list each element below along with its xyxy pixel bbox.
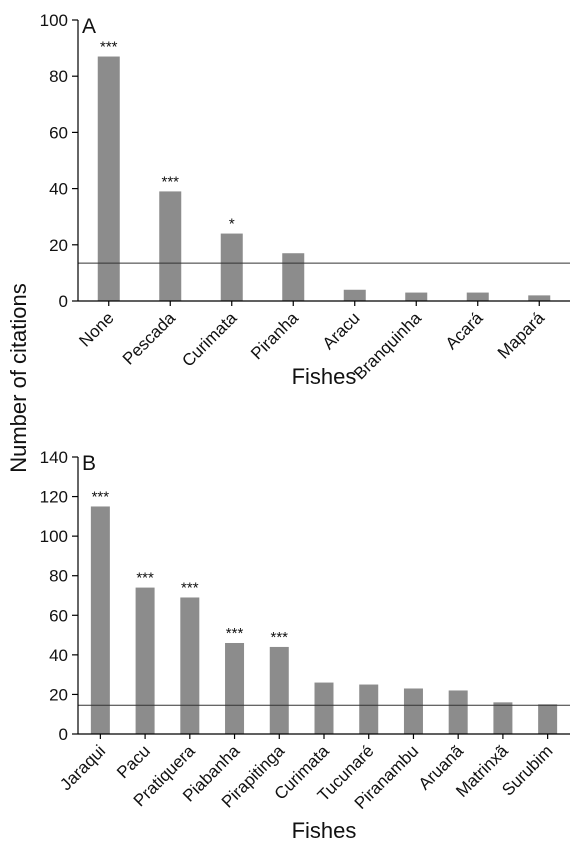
- y-tick-label: 0: [59, 725, 68, 744]
- y-tick-label: 120: [40, 488, 68, 507]
- y-tick-label: 60: [49, 606, 68, 625]
- significance-label: ***: [136, 570, 154, 587]
- significance-label: ***: [92, 488, 110, 505]
- y-tick-label: 100: [40, 11, 68, 30]
- significance-label: ***: [181, 579, 199, 596]
- significance-label: ***: [226, 625, 244, 642]
- bar-tucunaré: [359, 684, 379, 734]
- x-tick-label: Acará: [442, 308, 487, 353]
- bar-curimata: [220, 233, 243, 301]
- bar-none: [97, 56, 120, 301]
- y-tick-label: 0: [59, 292, 68, 311]
- x-tick-label: Branquinha: [350, 308, 425, 383]
- panel-letter: B: [82, 452, 96, 475]
- y-tick-label: 80: [49, 67, 68, 86]
- bar-pratiquera: [180, 597, 200, 734]
- bar-mapará: [528, 295, 551, 301]
- y-tick-label: 40: [49, 646, 68, 665]
- x-tick-label: Piranha: [247, 308, 302, 363]
- x-tick-label: Pacu: [113, 741, 154, 782]
- significance-label: *: [229, 216, 235, 233]
- bar-aracu: [343, 289, 366, 301]
- bar-piranha: [282, 253, 305, 301]
- significance-label: ***: [161, 173, 179, 190]
- y-tick-label: 100: [40, 527, 68, 546]
- bar-jaraqui: [90, 506, 110, 734]
- x-tick-label: None: [75, 308, 117, 350]
- y-tick-label: 20: [49, 236, 68, 255]
- x-tick-label: Mapará: [494, 308, 549, 363]
- bar-acará: [466, 292, 489, 301]
- significance-label: ***: [271, 629, 289, 646]
- x-axis-title: Fishes: [292, 364, 357, 389]
- y-tick-label: 140: [40, 448, 68, 467]
- bar-piabanha: [225, 642, 245, 734]
- bar-pescada: [159, 191, 182, 301]
- panel-letter: A: [82, 15, 96, 38]
- y-tick-label: 80: [49, 567, 68, 586]
- x-tick-label: Pescada: [119, 308, 180, 369]
- bar-piranambu: [403, 688, 423, 734]
- bar-surubim: [538, 704, 558, 734]
- y-tick-label: 60: [49, 123, 68, 142]
- significance-label: ***: [100, 39, 118, 56]
- panel-a: 0 20 40 60 80 100 None Pescada Curimata Piranha Ar…: [40, 11, 570, 389]
- bar-curimata: [314, 682, 334, 734]
- bar-pacu: [135, 587, 155, 734]
- bar-matrinxã: [493, 702, 513, 734]
- x-tick-label: Aracu: [319, 308, 364, 353]
- y-axis-title: Number of citations: [6, 283, 31, 473]
- bar-branquinha: [405, 292, 428, 301]
- x-axis-title: Fishes: [292, 818, 357, 843]
- x-tick-label: Jaraqui: [56, 741, 109, 794]
- y-tick-label: 20: [49, 685, 68, 704]
- bar-pirapitinga: [269, 646, 289, 734]
- x-tick-label: Curimata: [178, 308, 241, 371]
- bar-aruanã: [448, 690, 468, 734]
- y-tick-label: 40: [49, 180, 68, 199]
